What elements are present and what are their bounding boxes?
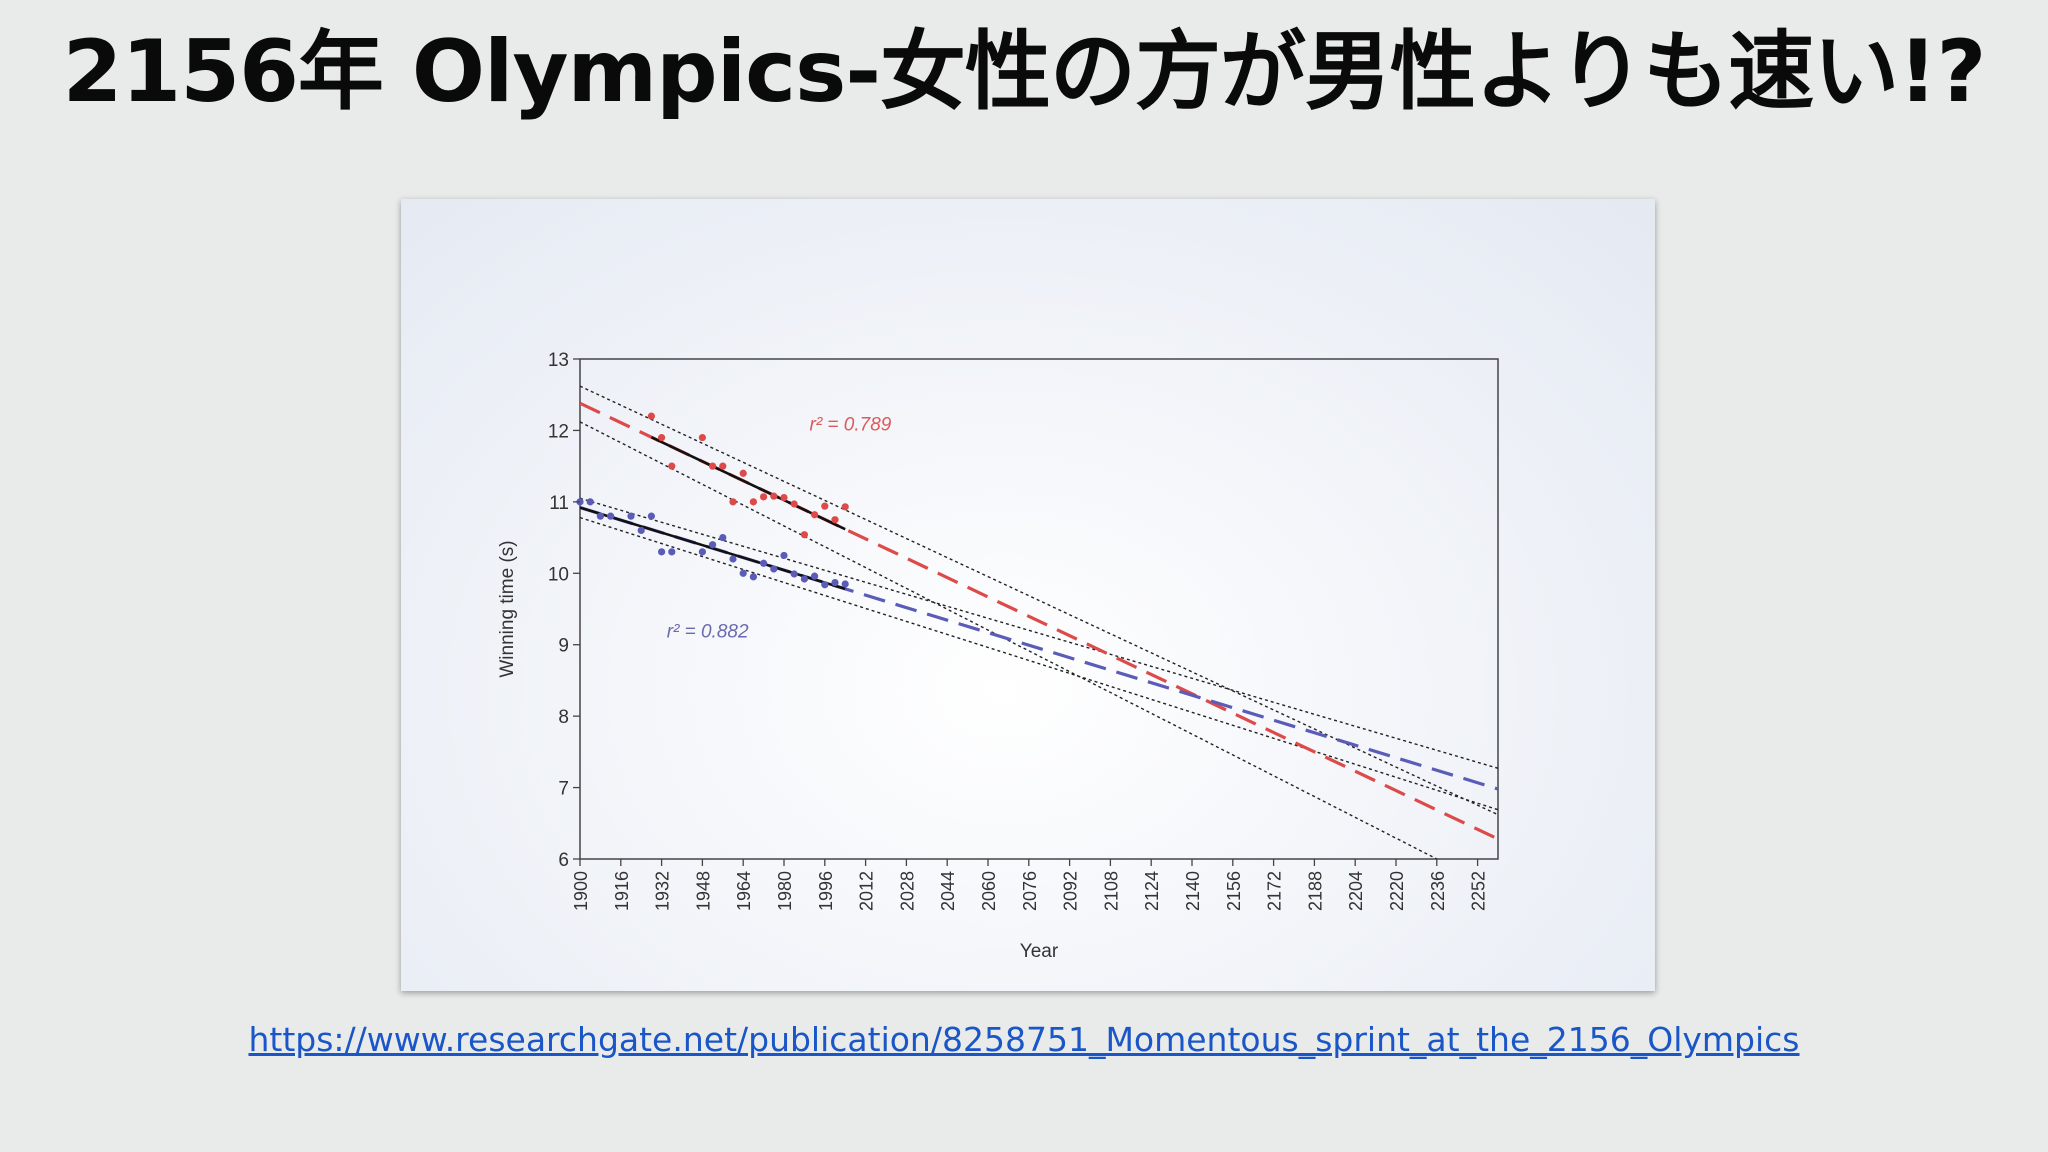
men-trend-line [580, 506, 1498, 791]
women-ci-upper-line [580, 385, 1498, 816]
men-data-point [647, 512, 655, 520]
men-data-point [596, 512, 604, 520]
men-data-point [811, 572, 819, 580]
x-tick-label: 2060 [979, 871, 999, 911]
men-data-point [709, 541, 717, 549]
women-r2-label: r² = 0.789 [810, 414, 892, 435]
women-data-point [841, 503, 849, 511]
men-data-point [760, 559, 768, 567]
men-data-point [821, 581, 829, 589]
men-data-point [749, 573, 757, 581]
men-ci-lower-line [580, 516, 1498, 811]
x-tick-label: 2236 [1428, 871, 1448, 911]
women-data-point [729, 498, 737, 506]
x-tick-label: 2092 [1061, 871, 1081, 911]
women-data-point [647, 412, 655, 420]
y-tick-label: 8 [558, 707, 569, 728]
chart-figure: 6 7 8 9 10 11 12 13 1900 1916 1932 1948 1964 1980 199… [401, 199, 1655, 991]
x-tick-label: 2140 [1183, 871, 1203, 911]
women-data-point [760, 493, 768, 501]
y-tick-label: 12 [548, 421, 569, 442]
women-data-point [811, 511, 819, 519]
men-data-point [607, 512, 615, 520]
men-data-point [637, 526, 645, 535]
x-tick-label: 2044 [938, 871, 958, 911]
x-tick-label: 2188 [1305, 871, 1325, 911]
men-data-point [658, 548, 666, 556]
women-data-point [749, 498, 757, 506]
women-data-point [658, 433, 666, 442]
women-data-point [770, 492, 778, 500]
men-data-point [719, 533, 727, 542]
x-tick-label: 2172 [1265, 871, 1285, 911]
men-data-point [586, 498, 594, 506]
women-data-point [821, 502, 829, 510]
x-axis-label: Year [1020, 941, 1059, 962]
women-data-point [790, 500, 798, 508]
x-tick-label: 1900 [571, 871, 591, 911]
women-data-point [831, 516, 839, 524]
men-data-point [739, 569, 747, 577]
x-tick-label: 2252 [1469, 871, 1489, 911]
winning-time-chart: 6 7 8 9 10 11 12 13 1900 1916 1932 1948 1964 1980 199… [497, 350, 1499, 962]
women-data-point [739, 469, 747, 477]
women-data-point [719, 462, 727, 470]
y-tick-label: 6 [558, 850, 569, 871]
x-tick-label: 1916 [612, 871, 632, 911]
source-link[interactable]: https://www.researchgate.net/publication… [248, 1020, 1800, 1059]
y-tick-label: 11 [549, 493, 569, 514]
women-data-point [780, 493, 788, 502]
x-tick-label: 2204 [1346, 871, 1366, 911]
y-tick-label: 9 [558, 636, 569, 657]
men-data-point [841, 580, 849, 588]
men-data-point [790, 570, 798, 578]
men-data-point [729, 555, 737, 563]
x-tick-label: 1980 [775, 871, 795, 911]
x-tick-label: 1964 [734, 871, 754, 911]
men-data-point [780, 551, 788, 560]
men-data-point [698, 548, 706, 556]
x-tick-label: 1948 [693, 871, 713, 911]
women-data-point [800, 531, 808, 539]
slide-title: 2156年 Olympics-女性の方が男性よりも速い!? [62, 22, 1987, 122]
women-data-point [668, 462, 676, 470]
men-data-point [627, 512, 635, 520]
men-data-point [668, 548, 676, 556]
y-tick-label: 13 [548, 350, 569, 371]
x-tick-label: 1932 [653, 871, 673, 911]
women-data-point [709, 462, 717, 470]
men-data-point [770, 565, 778, 573]
y-tick-label: 7 [558, 779, 569, 800]
men-r2-label: r² = 0.882 [667, 622, 749, 643]
y-tick-label: 10 [548, 564, 569, 585]
plot-frame [579, 358, 1499, 860]
x-tick-label: 2028 [897, 871, 917, 911]
women-data-point [698, 433, 706, 442]
x-tick-label: 2220 [1387, 871, 1407, 911]
y-axis-label: Winning time (s) [497, 540, 518, 677]
men-data-point [831, 578, 839, 587]
x-tick-label: 1996 [816, 871, 836, 911]
x-tick-label: 2012 [857, 871, 877, 911]
x-tick-label: 2156 [1224, 871, 1244, 911]
x-tick-label: 2076 [1020, 871, 1040, 911]
men-data-point [800, 575, 808, 583]
x-tick-label: 2124 [1142, 871, 1162, 911]
x-tick-label: 2108 [1101, 871, 1121, 911]
